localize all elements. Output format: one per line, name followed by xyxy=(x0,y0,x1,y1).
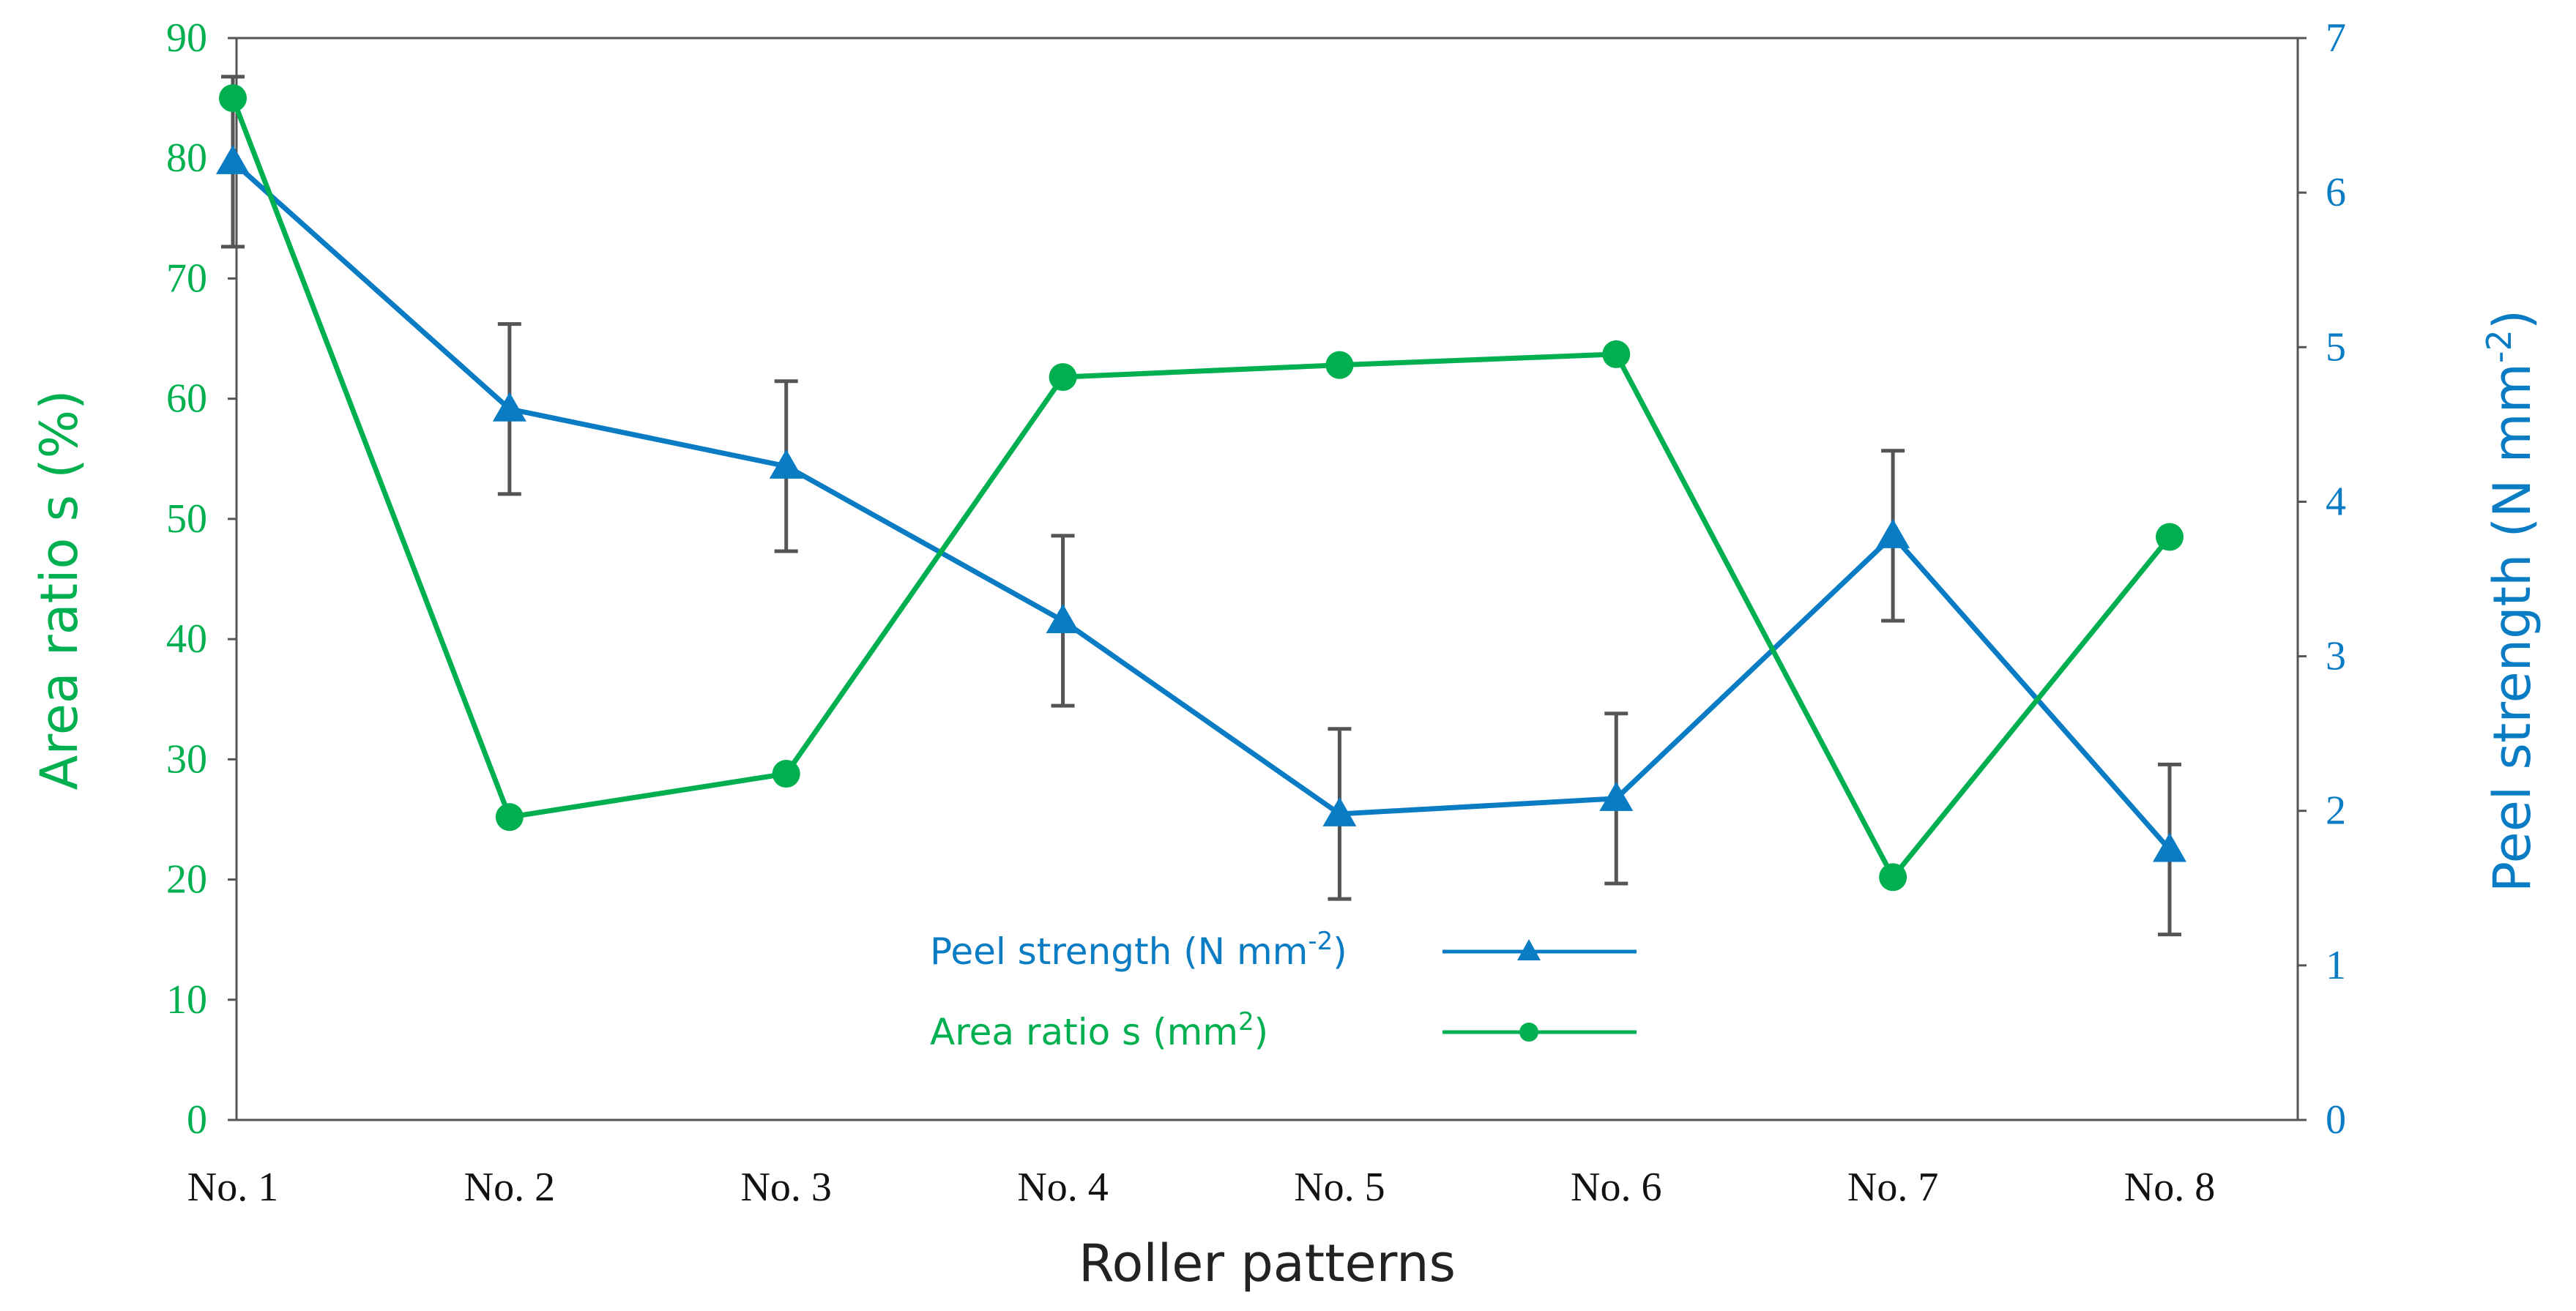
data-point xyxy=(1325,351,1354,379)
legend-label-main: Peel strength (N mm xyxy=(930,930,1308,973)
data-point xyxy=(769,449,803,479)
left-tick-label: 90 xyxy=(166,15,207,61)
right-tick-label: 3 xyxy=(2326,634,2346,679)
data-point xyxy=(216,144,250,174)
legend-label-sup: 2 xyxy=(1238,1007,1254,1037)
right-tick-label: 5 xyxy=(2326,324,2346,370)
data-point xyxy=(1046,604,1080,634)
left-tick-label: 50 xyxy=(166,496,207,542)
right-axis-title-sup: -2 xyxy=(2479,329,2519,363)
data-point xyxy=(772,760,800,788)
left-tick-label: 40 xyxy=(166,616,207,662)
data-point xyxy=(1599,781,1634,811)
left-tick-label: 20 xyxy=(166,857,207,903)
data-point xyxy=(492,392,526,422)
x-axis-title: Roller patterns xyxy=(1079,1233,1456,1293)
right-tick-label: 6 xyxy=(2326,170,2346,215)
data-point xyxy=(1876,518,1910,548)
x-category-label: No. 2 xyxy=(464,1165,555,1210)
x-category-label: No. 3 xyxy=(740,1165,831,1210)
legend-label-sup: -2 xyxy=(1308,927,1333,956)
legend-label: Area ratio s (mm2) xyxy=(930,1007,1268,1053)
data-point xyxy=(1879,863,1907,892)
x-category-label: No. 4 xyxy=(1017,1165,1108,1210)
data-point xyxy=(495,803,524,832)
x-category-label: No. 5 xyxy=(1294,1165,1385,1210)
x-category-label: No. 8 xyxy=(2124,1165,2215,1210)
data-point xyxy=(1322,796,1357,826)
left-tick-label: 60 xyxy=(166,376,207,422)
right-tick-label: 2 xyxy=(2326,788,2346,834)
legend-marker xyxy=(1517,939,1541,960)
right-axis-title-end: ) xyxy=(2482,310,2542,329)
series-line xyxy=(230,97,2172,880)
right-tick-label: 1 xyxy=(2326,943,2346,988)
left-tick-label: 80 xyxy=(166,135,207,181)
data-point xyxy=(219,84,247,113)
data-point xyxy=(2153,832,2186,862)
right-tick-label: 7 xyxy=(2326,15,2346,61)
data-point xyxy=(2156,523,2184,551)
left-tick-label: 10 xyxy=(166,977,207,1023)
data-point xyxy=(1602,340,1631,368)
legend-label-end: ) xyxy=(1254,1011,1269,1053)
legend-label-end: ) xyxy=(1333,930,1347,973)
x-category-label: No. 1 xyxy=(187,1165,278,1210)
right-axis-title-main: Peel strength (N mm xyxy=(2482,363,2542,892)
legend-label: Peel strength (N mm-2) xyxy=(930,927,1347,973)
data-point xyxy=(1049,363,1077,392)
left-tick-label: 30 xyxy=(166,736,207,782)
left-tick-label: 70 xyxy=(166,255,207,301)
right-axis-title: Peel strength (N mm-2) xyxy=(2479,310,2542,892)
left-tick-label: 0 xyxy=(187,1097,207,1143)
legend-marker xyxy=(1519,1023,1538,1042)
x-category-label: No. 6 xyxy=(1571,1165,1661,1210)
series-line xyxy=(231,160,2172,851)
right-tick-label: 0 xyxy=(2326,1097,2346,1143)
x-category-label: No. 7 xyxy=(1847,1165,1938,1210)
right-tick-label: 4 xyxy=(2326,479,2346,524)
legend-label-main: Area ratio s (mm xyxy=(930,1011,1238,1053)
left-axis-title: Area ratio s (%) xyxy=(29,390,89,791)
